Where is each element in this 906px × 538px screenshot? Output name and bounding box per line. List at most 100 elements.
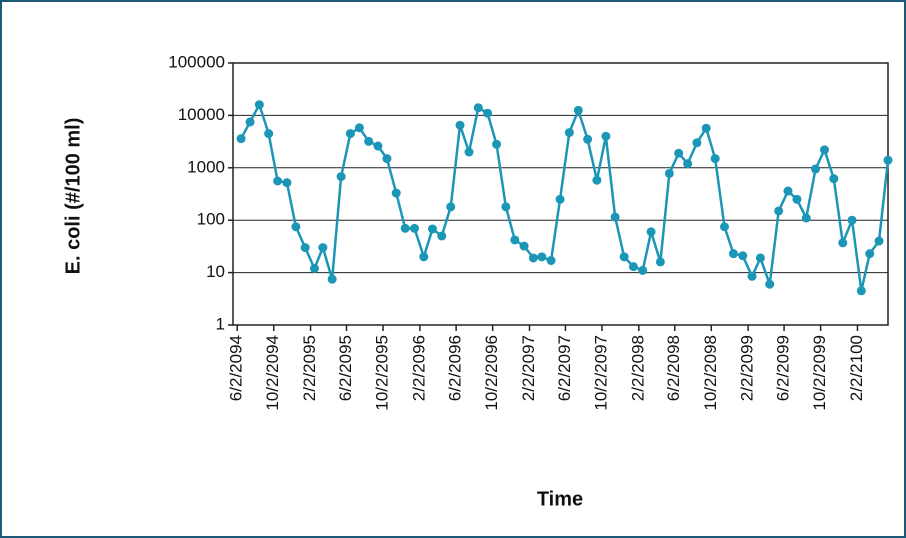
data-point [792,194,802,204]
y-tick-label: 100 [197,210,225,229]
y-tick-label: 10000 [178,105,225,124]
x-tick-label: 6/2/2095 [336,335,355,401]
data-point [419,252,429,262]
x-tick-label: 10/2/2095 [373,335,392,411]
data-point [391,188,401,198]
data-point [282,178,292,188]
y-tick-label: 1 [216,314,225,333]
data-point [519,241,529,251]
x-tick-label: 10/2/2094 [263,335,282,411]
x-tick-label: 10/2/2096 [482,335,501,411]
data-point [345,129,355,139]
data-point [464,147,474,157]
data-point [537,252,547,262]
data-point [701,123,711,133]
data-point [501,202,511,212]
data-point [638,265,648,275]
data-point [664,168,674,178]
data-point [601,131,611,141]
data-point [336,172,346,182]
data-point [719,222,729,232]
data-point [747,271,757,281]
data-point [646,227,656,237]
plot-frame [232,62,889,326]
data-point [692,138,702,148]
data-point [883,155,893,165]
data-point [573,105,583,115]
data-point [874,236,884,246]
data-point [300,243,310,253]
series-line [239,103,890,293]
data-point [473,103,483,113]
data-point [382,154,392,164]
data-point [528,253,538,263]
y-tick-label: 100000 [168,52,225,71]
data-point [564,128,574,138]
data-point [583,134,593,144]
x-tick-label: 2/2/2098 [628,335,647,401]
data-point [619,252,629,262]
data-point [774,206,784,216]
data-point [236,134,246,144]
data-point [710,154,720,164]
data-point [318,243,328,253]
data-point [510,235,520,245]
data-point [655,257,665,267]
data-point [309,263,319,273]
x-tick-label: 10/2/2098 [701,335,720,411]
x-tick-label: 2/2/2100 [847,335,866,401]
data-point [820,145,830,155]
data-point [327,274,337,284]
x-tick-label: 2/2/2095 [300,335,319,401]
data-point [610,212,620,222]
y-tick-label: 10 [206,262,225,281]
data-point [254,100,264,110]
x-tick-label: 6/2/2098 [664,335,683,401]
data-point [738,251,748,261]
data-point [409,223,419,233]
x-tick-label: 10/2/2097 [591,335,610,411]
data-point [373,141,383,151]
data-point [264,129,274,139]
data-point [455,120,465,130]
y-tick-label: 1000 [187,157,225,176]
data-point [427,224,437,234]
data-point [437,231,447,241]
x-tick-label: 6/2/2097 [555,335,574,401]
data-point [592,175,602,185]
x-tick-label: 6/2/2096 [446,335,465,401]
data-point [245,117,255,127]
data-point [865,249,875,259]
data-point [492,139,502,149]
data-point [483,108,493,118]
data-point [755,253,765,263]
data-point [856,286,866,296]
data-point [847,215,857,225]
data-point [674,148,684,158]
data-point [555,194,565,204]
data-point [765,279,775,289]
data-point [546,256,556,266]
data-point [364,136,374,146]
data-point [273,176,283,186]
data-point [628,262,638,272]
data-point [446,202,456,212]
x-tick-label: 2/2/2096 [409,335,428,401]
data-point [354,123,364,133]
data-point [829,174,839,184]
x-axis-title: Time [537,488,583,510]
x-tick-label: 6/2/2099 [774,335,793,401]
data-point [783,186,793,196]
data-point [291,222,301,232]
y-axis-title: E. coli (#/100 ml) [62,118,84,275]
x-tick-label: 2/2/2097 [519,335,538,401]
data-point [801,213,811,223]
data-point [811,164,821,174]
data-point [728,249,738,259]
data-point [400,223,410,233]
data-point [683,159,693,169]
x-tick-label: 6/2/2094 [227,335,246,401]
x-tick-label: 2/2/2099 [738,335,757,401]
x-tick-label: 10/2/2099 [810,335,829,411]
